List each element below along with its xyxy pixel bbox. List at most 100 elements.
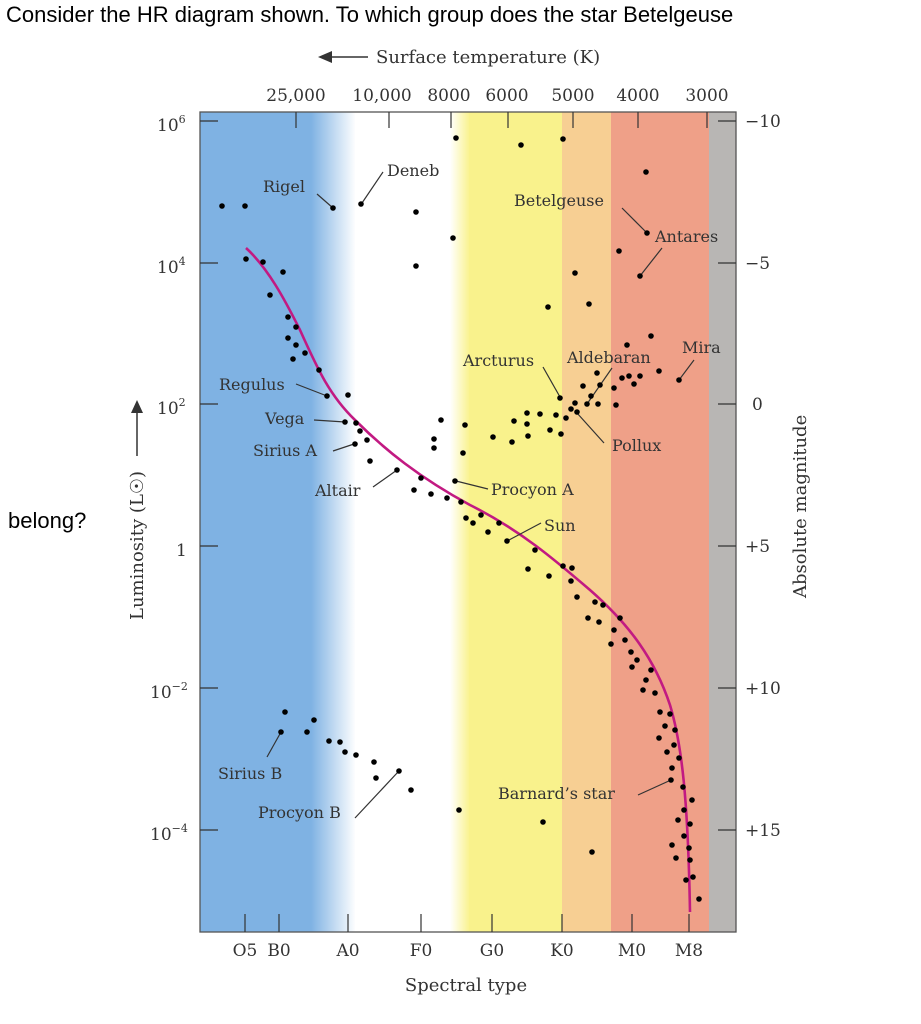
mag-tick-minus5: −5 xyxy=(745,254,770,274)
temp-tick-5000: 5000 xyxy=(551,86,594,106)
star-point xyxy=(631,381,637,387)
label-vega: Vega xyxy=(264,409,305,428)
star-point xyxy=(428,491,434,497)
band-orange xyxy=(562,112,612,932)
star-point xyxy=(524,421,530,427)
star-point-procyon-a xyxy=(452,478,458,484)
star-point xyxy=(667,711,673,717)
star-point xyxy=(290,356,296,362)
star-point xyxy=(560,563,566,569)
star-point xyxy=(490,434,496,440)
star-point xyxy=(676,755,682,761)
lum-tick-1e6: 106 xyxy=(157,113,186,136)
star-point xyxy=(648,333,654,339)
star-point-mira xyxy=(676,377,682,383)
star-point xyxy=(628,649,634,655)
star-point xyxy=(518,142,524,148)
star-point xyxy=(689,797,695,803)
star-point xyxy=(357,428,363,434)
mag-tick-plus10: +10 xyxy=(745,679,781,699)
star-point xyxy=(353,752,359,758)
label-sirius-a: Sirius A xyxy=(253,441,317,460)
star-point xyxy=(511,418,517,424)
temp-tick-6000: 6000 xyxy=(485,86,528,106)
star-point xyxy=(302,350,308,356)
leader-sirius-b xyxy=(266,731,282,758)
star-point xyxy=(569,565,575,571)
spec-tick-M0: M0 xyxy=(618,941,646,961)
star-point xyxy=(458,499,464,505)
star-point xyxy=(673,855,679,861)
star-point xyxy=(408,787,414,793)
star-point xyxy=(687,857,693,863)
star-point xyxy=(367,458,373,464)
label-arcturus: Arcturus xyxy=(462,351,534,370)
label-mira: Mira xyxy=(682,338,721,357)
leader-sirius-a xyxy=(332,443,355,452)
star-point-pollux xyxy=(574,409,580,415)
star-point xyxy=(594,370,600,376)
star-point xyxy=(411,487,417,493)
leader-mira xyxy=(678,359,695,381)
star-point xyxy=(596,619,602,625)
star-point xyxy=(626,373,632,379)
spectral-bands xyxy=(200,112,736,932)
star-point xyxy=(478,512,484,518)
label-barnards-star: Barnard’s star xyxy=(498,784,615,803)
star-point xyxy=(285,314,291,320)
star-point xyxy=(431,445,437,451)
spec-tick-B0: B0 xyxy=(267,941,290,961)
star-point xyxy=(671,742,677,748)
star-point xyxy=(690,874,696,880)
star-point-sirius-a xyxy=(352,441,358,447)
star-point xyxy=(580,383,586,389)
star-point xyxy=(568,578,574,584)
leader-betelgeuse xyxy=(621,207,647,233)
leader-procyon-a xyxy=(455,480,489,490)
question-text-continued: belong? xyxy=(8,508,87,533)
star-point xyxy=(364,437,370,443)
lum-tick-1e-2: 10−2 xyxy=(150,680,188,703)
star-point xyxy=(304,729,310,735)
star-point xyxy=(342,749,348,755)
star-point-antares xyxy=(637,273,643,279)
label-deneb: Deneb xyxy=(387,161,439,180)
top-axis: Surface temperature (K) 25,000 10,000 80… xyxy=(266,47,729,128)
right-axis: −10 −5 0 +5 +10 +15 xyxy=(745,112,781,841)
leader-pollux xyxy=(576,412,605,444)
leader-antares xyxy=(639,247,663,277)
leader-deneb xyxy=(361,171,384,204)
temp-tick-3000: 3000 xyxy=(685,86,728,106)
star-point xyxy=(622,637,628,643)
right-axis-label: Absolute magnitude xyxy=(790,415,811,599)
spec-tick-F0: F0 xyxy=(410,941,433,961)
star-point xyxy=(608,641,614,647)
label-rigel: Rigel xyxy=(263,177,305,196)
temp-tick-25000: 25,000 xyxy=(266,86,325,106)
mag-tick-plus5: +5 xyxy=(745,537,770,557)
leader-procyon-b xyxy=(354,771,399,819)
star-point-vega xyxy=(342,419,348,425)
band-gray xyxy=(709,112,736,932)
band-white-yellow-gradient xyxy=(450,112,470,932)
star-point xyxy=(540,819,546,825)
spec-tick-K0: K0 xyxy=(550,941,574,961)
star-point xyxy=(485,529,491,535)
star-point xyxy=(585,615,591,621)
spec-tick-M8: M8 xyxy=(675,941,703,961)
star-point xyxy=(592,599,598,605)
leader-arcturus xyxy=(542,366,561,398)
star-point xyxy=(656,735,662,741)
star-point xyxy=(282,709,288,715)
star-point xyxy=(293,342,299,348)
star-point-regulus xyxy=(324,393,330,399)
star-point xyxy=(634,657,640,663)
leader-sun xyxy=(508,522,542,541)
star-point xyxy=(611,627,617,633)
leader-rigel xyxy=(316,193,334,209)
star-point xyxy=(616,248,622,254)
label-antares: Antares xyxy=(654,227,718,246)
star-point-betelgeuse xyxy=(644,230,650,236)
star-point xyxy=(438,417,444,423)
